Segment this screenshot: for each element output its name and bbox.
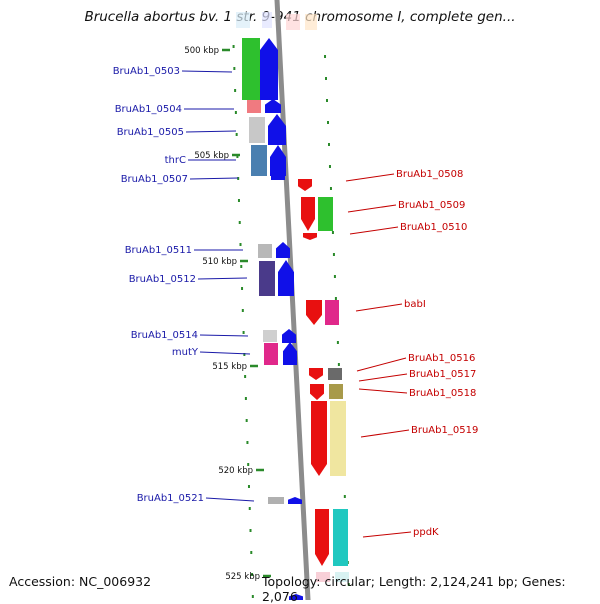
ruler-tick-label: 510 kbp: [202, 257, 237, 267]
ruler-tick-label: 505 kbp: [194, 151, 229, 161]
gene-label-BruAb1_0510[interactable]: BruAb1_0510: [400, 222, 467, 233]
genome-backbone: [274, 0, 311, 600]
label-leader-line: [358, 373, 408, 382]
label-leader-line: [347, 204, 397, 213]
gene-label-BruAb1_0517[interactable]: BruAb1_0517: [409, 369, 476, 380]
label-leader-line: [189, 177, 239, 180]
feature-block[interactable]: [335, 572, 349, 582]
gene-arrow-forward[interactable]: [265, 99, 281, 113]
gene-arrow-reverse[interactable]: [301, 197, 315, 231]
gene-label-BruAb1_0512[interactable]: BruAb1_0512: [129, 274, 196, 285]
gene-label-babI[interactable]: babI: [404, 299, 426, 310]
feature-block[interactable]: [259, 261, 275, 296]
feature-block[interactable]: [264, 343, 278, 365]
gene-label-BruAb1_0511[interactable]: BruAb1_0511: [125, 245, 192, 256]
gene-label-BruAb1_0505[interactable]: BruAb1_0505: [117, 127, 184, 138]
gene-label-ppdK[interactable]: ppdK: [413, 527, 439, 538]
gene-label-thrC[interactable]: thrC: [165, 155, 186, 166]
gene-arrow-forward[interactable]: [282, 329, 296, 343]
ruler-tick-label: 500 kbp: [184, 46, 219, 56]
gene-arrow-forward[interactable]: [288, 497, 302, 504]
gene-arrow-forward[interactable]: [270, 145, 286, 176]
gene-arrow-reverse[interactable]: [306, 300, 322, 325]
label-leader-line: [356, 357, 407, 372]
gene-arrow-reverse[interactable]: [315, 509, 329, 566]
gene-arrow-forward[interactable]: [260, 38, 278, 100]
gene-arrow-reverse[interactable]: [303, 233, 317, 240]
feature-block[interactable]: [328, 368, 342, 380]
gene-label-BruAb1_0504[interactable]: BruAb1_0504: [115, 104, 182, 115]
gene-label-BruAb1_0518[interactable]: BruAb1_0518: [409, 388, 476, 399]
feature-block[interactable]: [329, 384, 343, 399]
label-leader-line: [349, 226, 399, 235]
accession-text: Accession: NC_006932: [9, 574, 152, 589]
label-leader-line: [181, 70, 233, 73]
label-leader-line: [362, 531, 412, 538]
feature-block[interactable]: [318, 197, 333, 231]
feature-block[interactable]: [325, 300, 339, 325]
gene-label-BruAb1_0503[interactable]: BruAb1_0503: [113, 66, 180, 77]
feature-block: [305, 14, 317, 30]
feature-block[interactable]: [263, 330, 277, 342]
feature-block[interactable]: [242, 38, 260, 100]
feature-block[interactable]: [268, 497, 284, 504]
gene-arrow-forward[interactable]: [268, 114, 286, 145]
feature-block: [286, 14, 300, 30]
gene-arrow-forward[interactable]: [289, 594, 303, 600]
gene-arrow-reverse[interactable]: [309, 368, 323, 380]
gene-label-BruAb1_0509[interactable]: BruAb1_0509: [398, 200, 465, 211]
label-leader-line: [345, 173, 395, 182]
gene-arrow-forward[interactable]: [271, 172, 285, 180]
feature-block: [262, 12, 272, 28]
label-leader-line: [355, 303, 403, 312]
gene-label-BruAb1_0516[interactable]: BruAb1_0516: [408, 353, 475, 364]
gene-label-BruAb1_0507[interactable]: BruAb1_0507: [121, 174, 188, 185]
gene-arrow-forward[interactable]: [278, 260, 294, 296]
feature-block[interactable]: [249, 117, 265, 143]
label-leader-line: [185, 130, 237, 133]
gene-label-BruAb1_0521[interactable]: BruAb1_0521: [137, 493, 204, 504]
gene-label-BruAb1_0514[interactable]: BruAb1_0514: [131, 330, 198, 341]
label-leader-line: [199, 351, 251, 355]
label-leader-line: [205, 497, 255, 502]
feature-block[interactable]: [333, 509, 348, 566]
gene-arrow-reverse[interactable]: [311, 401, 327, 476]
gene-arrow-forward[interactable]: [276, 242, 290, 258]
gene-arrow-reverse[interactable]: [310, 384, 324, 400]
feature-block[interactable]: [316, 572, 330, 582]
feature-block[interactable]: [330, 401, 346, 476]
label-leader-line: [360, 429, 410, 438]
ruler-tick-label: 520 kbp: [218, 466, 253, 476]
gene-label-mutY[interactable]: mutY: [172, 347, 199, 358]
label-leader-line: [199, 334, 249, 337]
feature-block[interactable]: [251, 145, 267, 176]
gene-arrow-reverse[interactable]: [298, 179, 312, 191]
ruler-tick-label: 525 kbp: [225, 572, 260, 582]
gene-label-BruAb1_0519[interactable]: BruAb1_0519: [411, 425, 478, 436]
label-leader-line: [197, 277, 248, 280]
feature-block[interactable]: [258, 244, 272, 258]
ruler-tick-label: 515 kbp: [212, 362, 247, 372]
feature-block: [236, 12, 250, 28]
gene-arrow-forward[interactable]: [283, 342, 297, 365]
gene-label-BruAb1_0508[interactable]: BruAb1_0508: [396, 169, 463, 180]
label-leader-line: [358, 388, 408, 394]
feature-block[interactable]: [247, 100, 261, 113]
